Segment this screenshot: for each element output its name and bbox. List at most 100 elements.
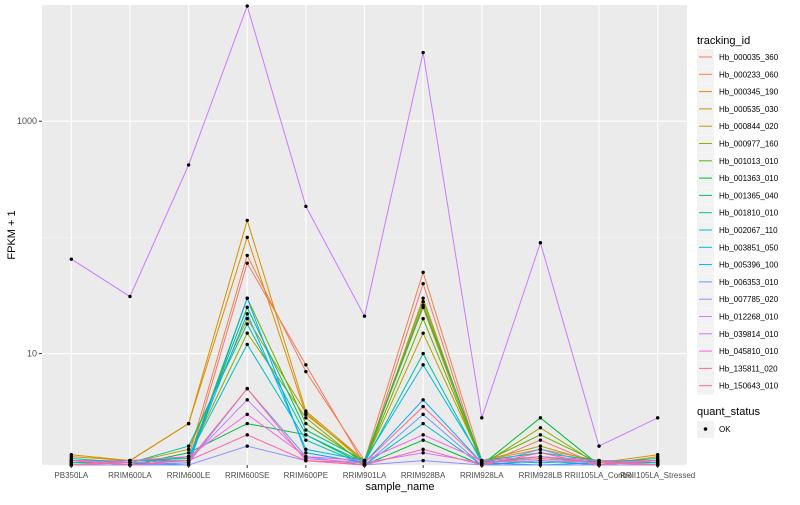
legend-label-19: Hb_150643_010 [719,382,779,391]
point-7-8 [538,416,543,420]
y-axis-title: FPKM + 1 [6,210,18,259]
x-tick-label-0: PB350LA [54,471,88,480]
point-8-3 [245,305,249,310]
point-15-3 [245,398,249,402]
point-4-6 [421,331,425,335]
legend-label-7: Hb_001363_010 [719,174,779,183]
point-5-8 [538,426,543,430]
point-19-5 [362,461,367,465]
legend-label-5: Hb_000977_160 [719,140,779,149]
point-1-6 [421,270,425,275]
point-18-8 [538,451,543,455]
point-7-2 [186,451,191,455]
point-3-3 [245,218,249,223]
point-17-4 [304,454,308,459]
point-3-2 [186,421,191,426]
point-18-3 [245,433,249,437]
legend-label-0: Hb_000035_360 [719,53,779,62]
point-4-4 [304,411,308,415]
point-1-4 [304,369,308,374]
point-9-4 [304,433,308,437]
x-tick-label-1: RRIM600LA [108,471,152,480]
point-16-1 [128,294,132,299]
point-13-8 [538,447,543,452]
point-5-3 [245,331,249,335]
x-tick-label-3: RRIM600SE [225,471,269,480]
legend-label-16: Hb_039814_010 [719,330,779,339]
shape-legend-label-0: OK [719,425,731,434]
point-7-3 [245,421,249,426]
point-10-4 [304,438,308,442]
legend-label-3: Hb_000535_030 [719,105,779,114]
x-tick-label-10: RRII105LA_Stressed [620,471,695,480]
gridlines [42,5,687,465]
legend-label-18: Hb_135811_020 [719,364,778,373]
x-tick-label-4: RRIM600PE [284,471,328,480]
point-9-2 [186,444,191,448]
point-19-1 [128,461,132,465]
x-tick-label-5: RRIM901LA [343,471,387,480]
point-0-3 [245,261,249,265]
legend-title: tracking_id [697,35,750,47]
y-axis: 10 1000 [17,116,42,359]
point-5-4 [304,416,308,420]
legend-label-6: Hb_001013_010 [719,157,779,166]
point-18-0 [69,458,74,463]
legend-label-15: Hb_012268_010 [719,313,779,322]
point-6-6 [421,316,425,321]
point-12-3 [245,296,249,300]
point-16-8 [538,241,543,245]
point-11-6 [421,363,425,367]
legend-label-14: Hb_007785_020 [719,295,779,304]
point-16-7 [480,416,484,420]
point-3-6 [421,299,425,304]
point-16-3 [245,4,249,8]
legend-label-11: Hb_003851_050 [719,243,779,252]
point-18-10 [655,458,660,463]
x-tick-label-9: RRII105LA_Control [564,471,634,480]
point-19-8 [538,456,543,461]
point-10-3 [245,342,249,347]
point-16-9 [597,444,601,448]
point-3-0 [69,452,74,457]
legend-label-1: Hb_000233_060 [719,70,779,79]
point-7-6 [421,438,425,442]
shape-legend-title: quant_status [697,406,760,418]
legend-label-2: Hb_000345_190 [719,88,779,97]
point-16-6 [421,50,425,55]
point-0-8 [538,438,543,442]
point-4-3 [245,316,249,321]
point-2-3 [245,235,249,240]
point-9-6 [421,351,425,356]
x-axis-title: sample_name [365,481,434,493]
point-8-6 [421,303,425,308]
point-19-7 [480,461,484,465]
point-16-2 [186,163,191,167]
point-9-3 [245,322,249,326]
point-19-4 [304,458,308,463]
x-tick-label-2: RRIM600LE [167,471,211,480]
point-19-2 [186,458,191,463]
legend-label-10: Hb_002067_110 [719,226,778,235]
point-1-3 [245,253,249,258]
point-16-4 [304,204,308,209]
point-16-10 [655,416,660,420]
point-19-3 [245,386,249,391]
point-13-6 [421,412,425,417]
point-18-6 [421,447,425,452]
legend-label-4: Hb_000844_020 [719,122,779,131]
legend-label-8: Hb_001365_040 [719,191,779,200]
legend: tracking_id Hb_000035_360 Hb_000233_060 Hb… [697,35,779,438]
point-17-2 [186,454,191,459]
legend-label-9: Hb_001810_010 [719,209,779,218]
point-16-0 [69,257,74,261]
point-6-8 [538,433,543,437]
x-tick-label-6: RRIM928BA [401,471,446,480]
point-19-6 [421,404,425,409]
point-0-6 [421,281,425,286]
point-12-6 [421,398,425,402]
point-4-8 [538,444,543,448]
point-14-3 [245,444,249,448]
